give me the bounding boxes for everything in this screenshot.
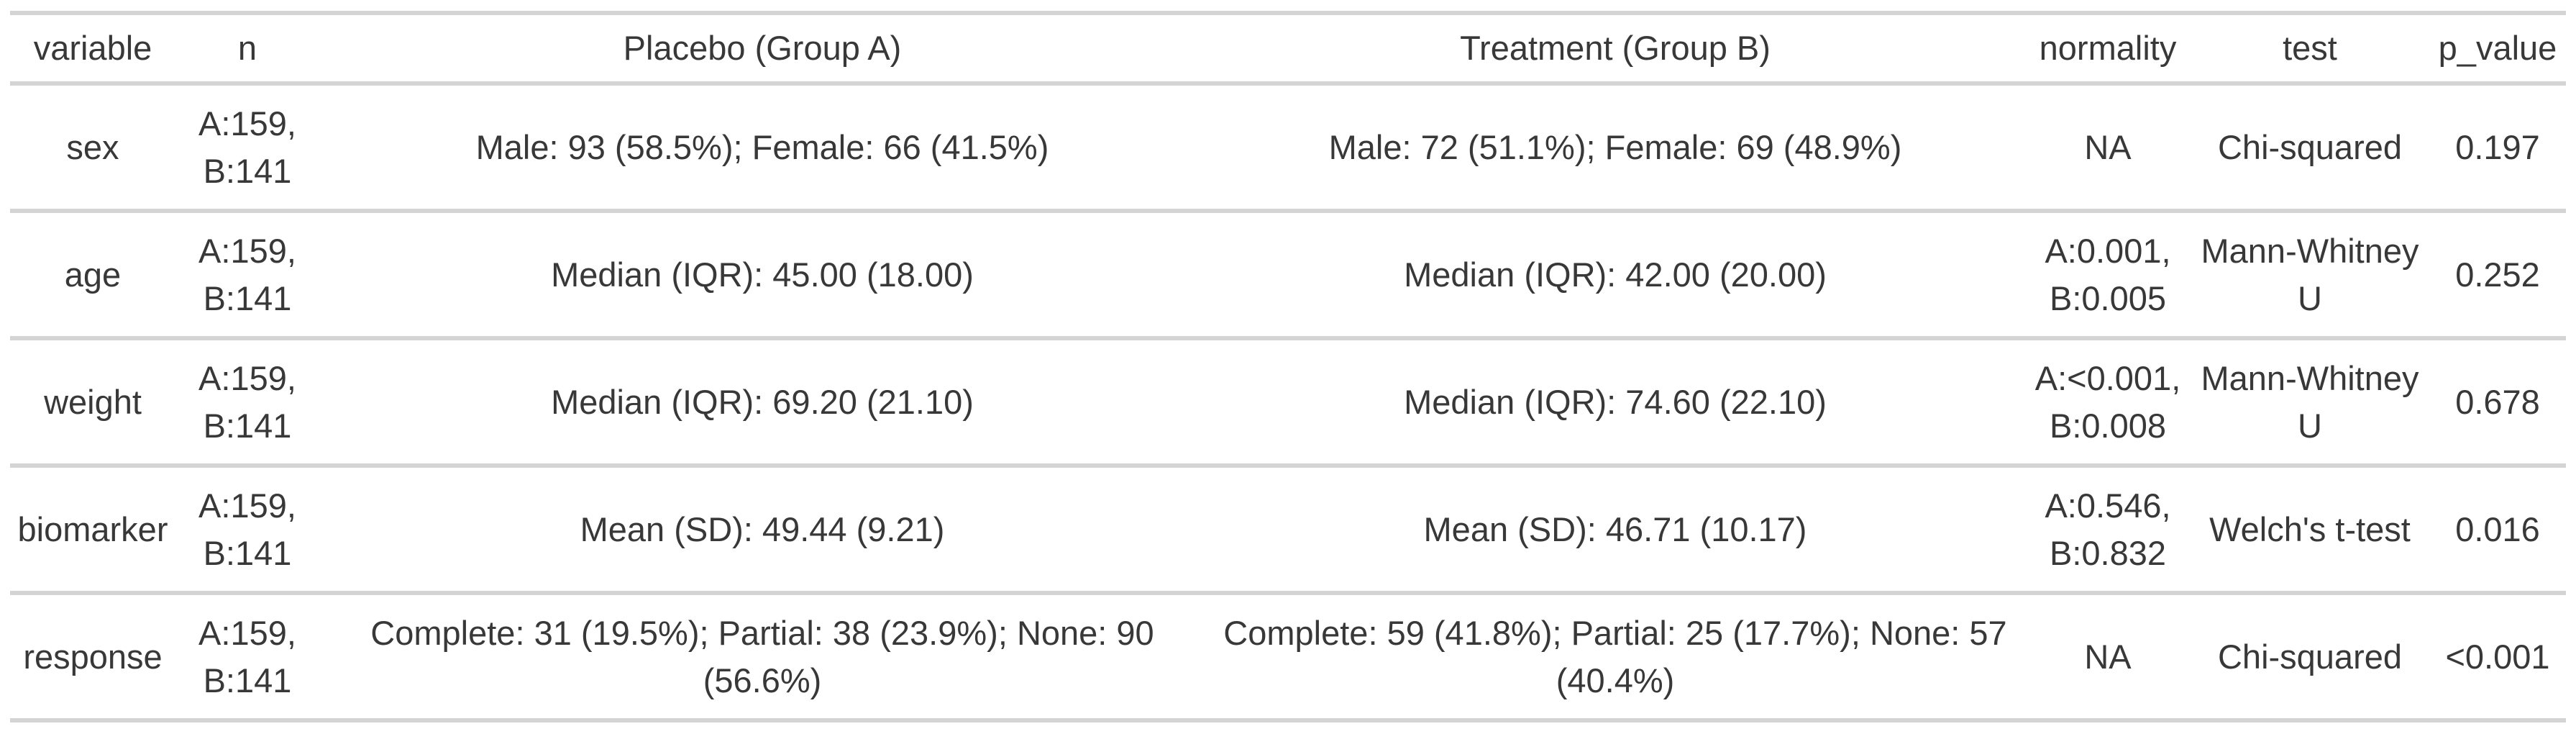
cell-test: Chi-squared	[2191, 83, 2429, 213]
table-row-biomarker: biomarker A:159, B:141 Mean (SD): 49.44 …	[10, 466, 2566, 595]
cell-placebo: Median (IQR): 45.00 (18.00)	[319, 211, 1205, 340]
column-header-treatment: Treatment (Group B)	[1205, 13, 2025, 86]
cell-pvalue: 0.678	[2429, 338, 2566, 468]
cell-pvalue: 0.197	[2429, 83, 2566, 213]
cell-n: A:159, B:141	[175, 593, 319, 722]
table-row-age: age A:159, B:141 Median (IQR): 45.00 (18…	[10, 211, 2566, 340]
cell-treatment: Median (IQR): 74.60 (22.10)	[1205, 338, 2025, 468]
cell-test: Mann-Whitney U	[2191, 211, 2429, 340]
cell-test: Mann-Whitney U	[2191, 338, 2429, 468]
cell-normality: NA	[2025, 593, 2191, 722]
column-header-normality: normality	[2025, 13, 2191, 86]
cell-normality: NA	[2025, 83, 2191, 213]
cell-pvalue: 0.252	[2429, 211, 2566, 340]
cell-placebo: Male: 93 (58.5%); Female: 66 (41.5%)	[319, 83, 1205, 213]
cell-variable: weight	[10, 338, 175, 468]
cell-normality: A:<0.001, B:0.008	[2025, 338, 2191, 468]
column-header-variable: variable	[10, 13, 175, 86]
column-header-n: n	[175, 13, 319, 86]
cell-normality: A:0.001, B:0.005	[2025, 211, 2191, 340]
cell-n: A:159, B:141	[175, 338, 319, 468]
table-row-weight: weight A:159, B:141 Median (IQR): 69.20 …	[10, 338, 2566, 468]
column-header-pvalue: p_value	[2429, 13, 2566, 86]
cell-placebo: Mean (SD): 49.44 (9.21)	[319, 466, 1205, 595]
table-row-sex: sex A:159, B:141 Male: 93 (58.5%); Femal…	[10, 83, 2566, 213]
column-header-test: test	[2191, 13, 2429, 86]
cell-pvalue: <0.001	[2429, 593, 2566, 722]
cell-variable: sex	[10, 83, 175, 213]
table-row-response: response A:159, B:141 Complete: 31 (19.5…	[10, 593, 2566, 722]
cell-test: Welch's t-test	[2191, 466, 2429, 595]
cell-variable: biomarker	[10, 466, 175, 595]
cell-pvalue: 0.016	[2429, 466, 2566, 595]
cell-treatment: Mean (SD): 46.71 (10.17)	[1205, 466, 2025, 595]
summary-table-container: variable n Placebo (Group A) Treatment (…	[10, 11, 2566, 722]
cell-n: A:159, B:141	[175, 466, 319, 595]
cell-treatment: Complete: 59 (41.8%); Partial: 25 (17.7%…	[1205, 593, 2025, 722]
cell-variable: response	[10, 593, 175, 722]
cell-placebo: Median (IQR): 69.20 (21.10)	[319, 338, 1205, 468]
header-row: variable n Placebo (Group A) Treatment (…	[10, 13, 2566, 86]
cell-normality: A:0.546, B:0.832	[2025, 466, 2191, 595]
cell-treatment: Median (IQR): 42.00 (20.00)	[1205, 211, 2025, 340]
cell-placebo: Complete: 31 (19.5%); Partial: 38 (23.9%…	[319, 593, 1205, 722]
summary-table: variable n Placebo (Group A) Treatment (…	[10, 11, 2566, 722]
cell-n: A:159, B:141	[175, 83, 319, 213]
column-header-placebo: Placebo (Group A)	[319, 13, 1205, 86]
cell-test: Chi-squared	[2191, 593, 2429, 722]
cell-n: A:159, B:141	[175, 211, 319, 340]
cell-treatment: Male: 72 (51.1%); Female: 69 (48.9%)	[1205, 83, 2025, 213]
cell-variable: age	[10, 211, 175, 340]
